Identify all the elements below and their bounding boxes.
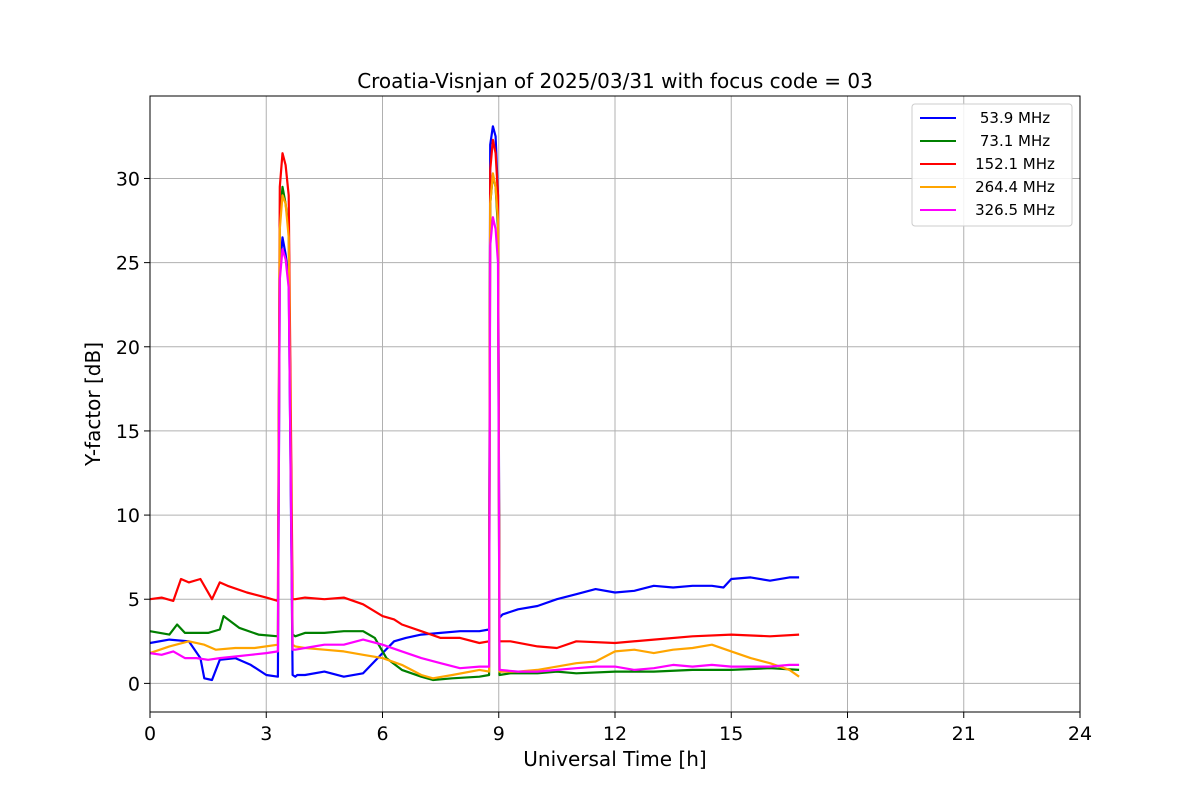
y-tick-label: 0 [128, 673, 140, 695]
series-line [149, 216, 800, 673]
legend-label: 152.1 MHz [975, 155, 1055, 173]
plot-lines [149, 125, 800, 682]
x-tick-label: 9 [493, 723, 505, 745]
legend-label: 326.5 MHz [975, 201, 1055, 219]
chart-title: Croatia-Visnjan of 2025/03/31 with focus… [357, 69, 873, 93]
x-tick-label: 15 [719, 723, 743, 745]
y-tick-label: 10 [116, 505, 140, 527]
x-tick-label: 12 [603, 723, 627, 745]
legend-label: 73.1 MHz [980, 132, 1050, 150]
legend-label: 53.9 MHz [980, 109, 1050, 127]
series-line [149, 174, 800, 682]
x-axis-label: Universal Time [h] [523, 747, 706, 771]
axis-ticks: 0 3 6 9 12 15 18 21 24 0 5 10 15 20 25 30 [116, 168, 1092, 745]
legend: 53.9 MHz 73.1 MHz 152.1 MHz 264.4 MHz 326.5 … [911, 103, 1073, 227]
series-line [149, 125, 800, 682]
legend-label: 264.4 MHz [975, 178, 1055, 196]
x-tick-label: 21 [952, 723, 976, 745]
x-tick-label: 3 [260, 723, 272, 745]
y-tick-label: 5 [128, 589, 140, 611]
x-tick-label: 6 [376, 723, 388, 745]
y-axis-label: Y-factor [dB] [81, 342, 105, 467]
y-tick-label: 25 [116, 253, 140, 275]
legend-frame [911, 103, 1073, 227]
x-tick-label: 18 [835, 723, 859, 745]
x-tick-label: 0 [144, 723, 156, 745]
x-tick-label: 24 [1068, 723, 1092, 745]
y-tick-label: 20 [116, 337, 140, 359]
y-tick-label: 15 [116, 421, 140, 443]
series-line [149, 138, 800, 650]
y-tick-label: 30 [116, 168, 140, 190]
